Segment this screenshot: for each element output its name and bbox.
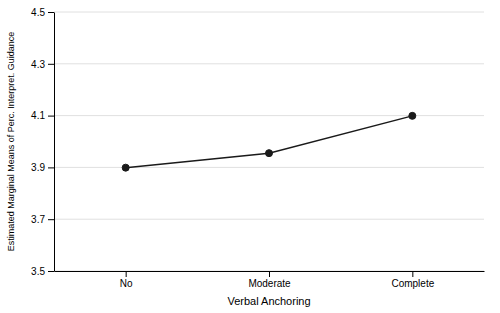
y-tick-label: 4.3 — [31, 59, 45, 70]
y-axis-title: Estimated Marginal Means of Perc. Interp… — [6, 32, 16, 252]
x-tick: No — [120, 271, 133, 289]
x-tick-label: Moderate — [248, 278, 291, 289]
x-tick-mark — [269, 271, 270, 277]
grid-line — [54, 219, 484, 220]
x-tick: Complete — [391, 271, 434, 289]
grid-line — [54, 115, 484, 116]
y-tick: 4.5 — [31, 7, 54, 18]
x-axis: No Moderate Complete — [55, 271, 485, 289]
y-tick-mark — [48, 116, 54, 117]
x-tick-label: Complete — [391, 278, 434, 289]
point — [409, 112, 416, 119]
grid-line — [54, 167, 484, 168]
chart: 3.5 3.7 3.9 4.1 4.3 4.5 No Moderate Complete Verb… — [0, 0, 500, 313]
plot-area: 3.5 3.7 3.9 4.1 4.3 4.5 No Moderate Complete — [31, 7, 484, 289]
y-tick-label: 3.9 — [31, 162, 45, 173]
y-tick-label: 4.5 — [31, 7, 45, 18]
x-tick: Moderate — [248, 271, 291, 289]
y-tick-mark — [48, 12, 54, 13]
y-tick-label: 4.1 — [31, 110, 45, 121]
y-tick: 4.1 — [31, 110, 54, 121]
line — [126, 116, 413, 168]
y-tick: 3.5 — [31, 266, 54, 277]
grid-line — [54, 63, 484, 64]
y-tick-mark — [48, 64, 54, 65]
y-axis: 3.5 3.7 3.9 4.1 4.3 4.5 — [31, 7, 54, 277]
grid — [54, 12, 484, 271]
grid-line — [54, 12, 484, 13]
marks — [122, 112, 416, 171]
y-tick-mark — [48, 219, 54, 220]
y-tick-mark — [48, 167, 54, 168]
x-tick-mark — [412, 271, 413, 277]
point — [266, 150, 273, 157]
point — [122, 164, 129, 171]
y-tick-label: 3.7 — [31, 214, 45, 225]
x-tick-label: No — [120, 278, 133, 289]
y-tick: 3.7 — [31, 214, 54, 225]
y-tick-mark — [48, 271, 54, 272]
y-tick-label: 3.5 — [31, 266, 45, 277]
y-tick: 3.9 — [31, 162, 54, 173]
y-tick: 4.3 — [31, 59, 54, 70]
x-axis-title: Verbal Anchoring — [227, 295, 310, 307]
y-axis-line — [54, 13, 55, 272]
x-tick-mark — [126, 271, 127, 277]
